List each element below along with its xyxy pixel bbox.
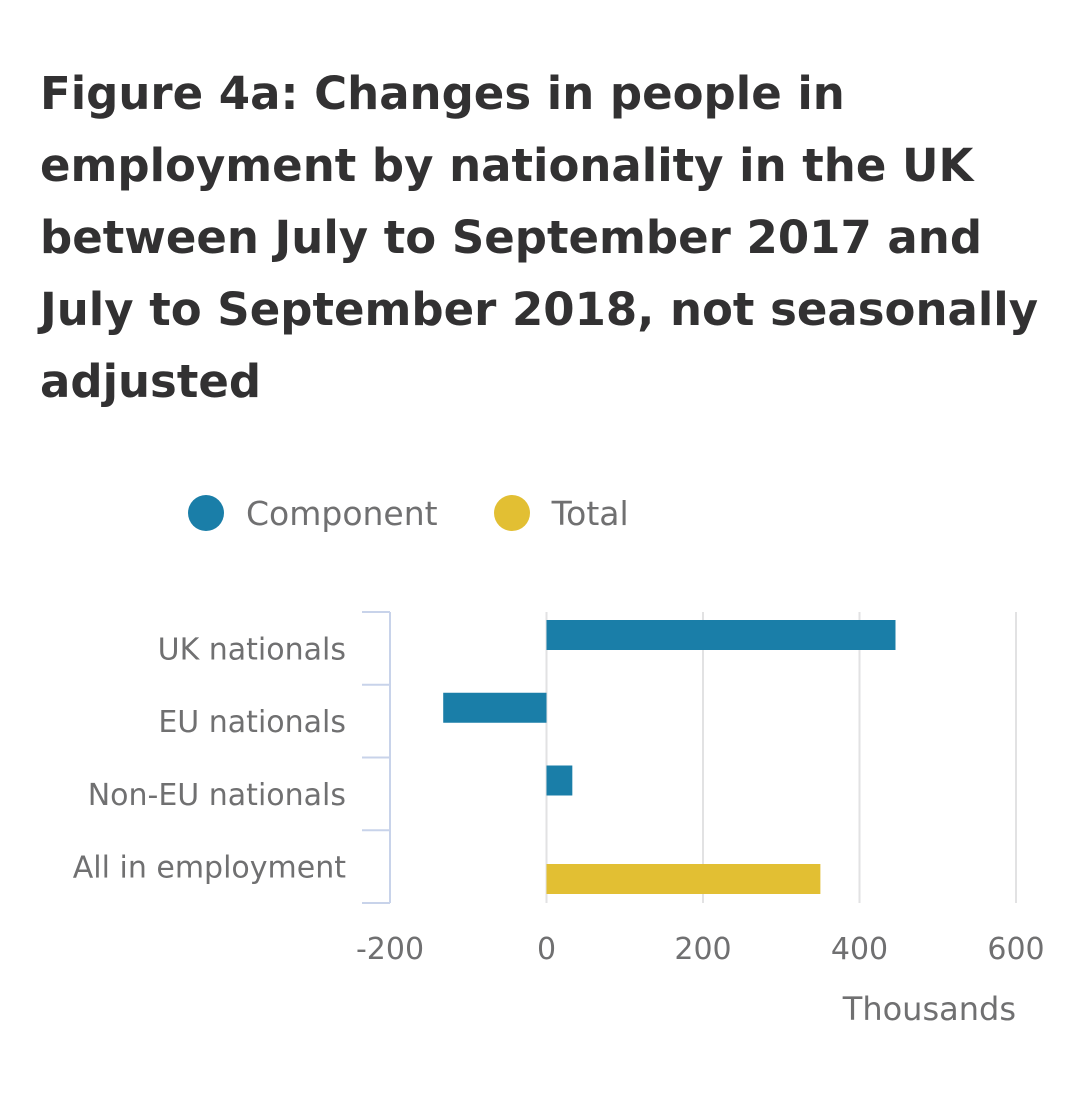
category-label-2: Non-EU nationals xyxy=(88,778,346,813)
category-label-1: EU nationals xyxy=(158,705,346,740)
bar-total-3 xyxy=(546,864,821,894)
bar-component-0 xyxy=(546,620,896,650)
x-tick-label-2: 200 xyxy=(674,932,731,967)
legend-swatch-component xyxy=(188,495,224,531)
bar-component-1 xyxy=(443,692,547,723)
x-tick-label-1: 0 xyxy=(537,932,556,967)
category-label-3: All in employment xyxy=(73,851,346,886)
bar-chart: -200 0 200 400 600 UK nationals EU nationals No… xyxy=(73,611,1045,1028)
x-axis-title: Thousands xyxy=(842,990,1016,1028)
x-tick-label-0: -200 xyxy=(356,932,424,967)
x-tick-label-4: 600 xyxy=(987,932,1044,967)
legend-label-total: Total xyxy=(551,493,629,533)
category-label-0: UK nationals xyxy=(158,632,346,667)
legend-label-component: Component xyxy=(246,493,438,533)
legend-item-component[interactable]: Component xyxy=(188,494,438,533)
bar-component-2 xyxy=(546,765,573,796)
x-tick-label-3: 400 xyxy=(831,932,888,967)
legend-item-total[interactable]: Total xyxy=(493,493,629,533)
chart-title: Figure 4a: Changes in people in employme… xyxy=(40,67,1039,408)
legend-swatch-total xyxy=(493,495,530,531)
legend: Component Total xyxy=(188,488,685,538)
